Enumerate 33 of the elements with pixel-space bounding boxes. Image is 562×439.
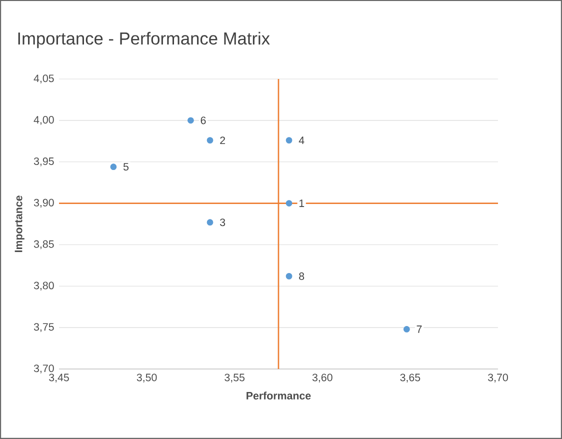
point xyxy=(188,117,194,124)
annotation: 3 xyxy=(220,218,226,226)
x-tick-label: 3,65 xyxy=(400,374,420,383)
annotation: 6 xyxy=(200,116,206,124)
annotation: 8 xyxy=(299,272,304,280)
x-tick-label: 3,70 xyxy=(488,374,508,383)
x-tick-label: 3,50 xyxy=(136,374,157,383)
annotation: 1 xyxy=(299,200,304,207)
y-tick-label: 3,80 xyxy=(34,282,54,291)
y-tick-label: 4,00 xyxy=(34,116,54,125)
point xyxy=(286,272,292,280)
y-axis-title: Importance xyxy=(14,196,24,252)
y-tick-label: 3,75 xyxy=(34,323,54,332)
point xyxy=(286,200,292,206)
y-tick-label: 3,95 xyxy=(34,157,54,166)
annotation: 4 xyxy=(298,136,304,144)
annotation: 2 xyxy=(220,136,226,144)
annotation: 7 xyxy=(416,326,422,333)
x-tick-label: 3,60 xyxy=(312,374,332,383)
y-tick-label: 3,70 xyxy=(34,364,54,374)
annotation: 5 xyxy=(123,163,129,171)
chart-title: Importance - Performance Matrix xyxy=(18,32,270,48)
point xyxy=(206,219,214,226)
y-tick-label: 4,05 xyxy=(34,74,54,84)
point xyxy=(403,326,410,332)
x-axis-title: Performance xyxy=(246,392,311,400)
x-tick-label: 3,55 xyxy=(224,374,245,383)
x-tick-label: 3,45 xyxy=(49,374,69,383)
point xyxy=(206,137,214,144)
y-tick-label: 3,85 xyxy=(34,240,54,250)
y-tick-label: 3,90 xyxy=(34,198,54,208)
point xyxy=(286,137,292,144)
point xyxy=(110,164,117,170)
